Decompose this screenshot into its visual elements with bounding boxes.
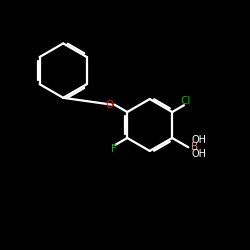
Text: O: O	[105, 100, 113, 110]
Text: Cl: Cl	[180, 96, 190, 106]
Text: F: F	[111, 144, 117, 154]
Text: OH: OH	[191, 135, 206, 145]
Text: B: B	[191, 142, 198, 152]
Text: OH: OH	[191, 149, 206, 159]
